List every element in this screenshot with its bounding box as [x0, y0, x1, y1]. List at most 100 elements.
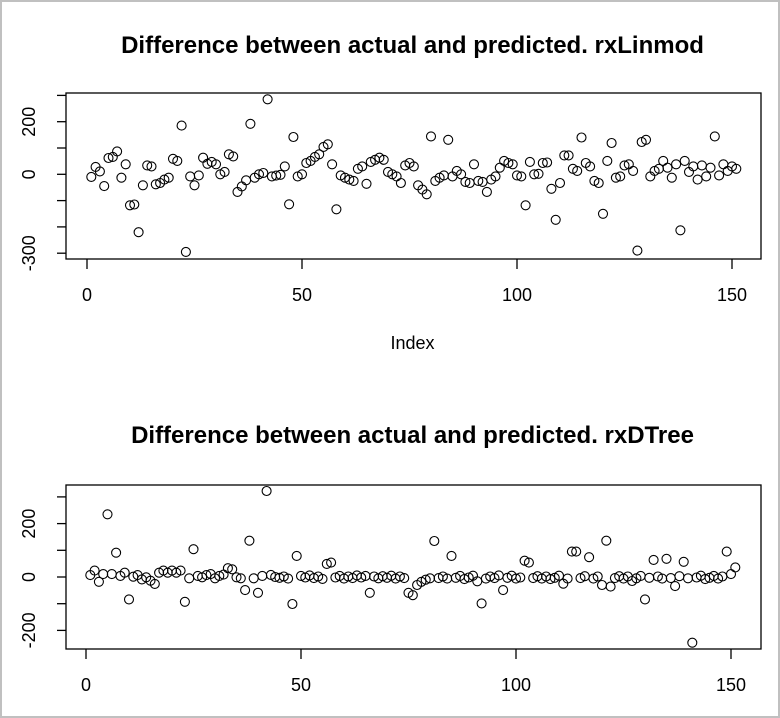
data-point	[180, 246, 191, 257]
x-tick-label: 100	[501, 675, 531, 695]
data-point	[111, 547, 122, 558]
data-point	[228, 151, 239, 162]
data-point	[248, 573, 259, 584]
data-point	[116, 172, 127, 183]
data-point	[198, 152, 209, 163]
data-point	[610, 172, 621, 183]
x-tick-label: 0	[81, 675, 91, 695]
data-point	[399, 573, 410, 584]
data-point	[679, 155, 690, 166]
data-point	[408, 161, 419, 172]
data-point	[463, 572, 474, 583]
data-point	[515, 572, 526, 583]
data-point	[520, 200, 531, 211]
data-point	[184, 573, 195, 584]
data-point	[322, 139, 333, 150]
data-point	[468, 159, 480, 170]
data-point	[639, 594, 651, 605]
data-point	[231, 572, 242, 583]
data-point	[701, 171, 712, 182]
data-point	[240, 585, 251, 596]
data-point	[682, 573, 694, 584]
data-point	[494, 162, 505, 173]
data-point	[687, 637, 698, 648]
data-point	[89, 565, 100, 576]
data-point	[257, 570, 268, 581]
data-point	[176, 120, 187, 131]
data-point	[592, 571, 603, 582]
y-tick-label: 200	[19, 509, 39, 539]
data-point	[185, 171, 196, 182]
data-point	[524, 156, 535, 167]
data-point	[596, 579, 608, 591]
data-point	[253, 169, 265, 180]
data-point	[129, 199, 140, 210]
data-point	[288, 131, 299, 143]
plot-panel-rxdtree: 0 50 100 150 200 0 -200	[19, 484, 762, 695]
data-point	[150, 179, 161, 190]
data-point	[326, 557, 337, 568]
data-point	[163, 172, 174, 183]
data-point	[481, 186, 492, 197]
data-point	[98, 569, 109, 580]
data-point	[106, 569, 117, 580]
data-point	[421, 189, 432, 200]
x-axis-label-index: Index	[390, 333, 435, 353]
data-point	[648, 554, 659, 565]
data-point	[705, 162, 716, 173]
data-point	[356, 572, 367, 583]
data-point	[585, 161, 596, 172]
data-point	[476, 598, 487, 609]
data-point	[137, 180, 148, 191]
y-tick-label: 200	[19, 107, 39, 137]
data-point	[545, 574, 556, 585]
data-point	[662, 162, 673, 173]
data-point	[459, 574, 470, 585]
data-point	[175, 565, 186, 576]
data-point	[529, 169, 540, 180]
data-point	[675, 225, 686, 236]
x-tick-label: 150	[716, 675, 746, 695]
data-point	[498, 585, 509, 596]
data-point	[473, 175, 484, 186]
data-point	[692, 174, 703, 185]
y-tick-label: -200	[19, 612, 39, 648]
data-point	[149, 578, 160, 589]
data-point	[364, 587, 375, 598]
data-point	[120, 159, 131, 170]
data-point	[714, 170, 725, 181]
data-point	[456, 169, 467, 180]
data-point	[189, 180, 200, 191]
data-point	[559, 150, 570, 161]
data-point	[696, 160, 707, 171]
data-point	[252, 587, 264, 598]
data-point	[188, 544, 199, 555]
data-point	[348, 175, 359, 186]
data-point	[563, 150, 574, 161]
data-point	[571, 546, 582, 557]
data-point	[678, 556, 689, 567]
x-tick-label: 50	[291, 675, 311, 695]
data-point	[628, 165, 639, 176]
data-point	[321, 558, 332, 569]
data-point	[640, 134, 652, 145]
plot-box	[65, 484, 762, 650]
data-point	[284, 199, 295, 210]
data-point	[446, 550, 457, 561]
y-tick-label: -300	[19, 235, 39, 271]
data-point	[86, 171, 97, 182]
data-point	[172, 155, 183, 166]
data-point	[258, 167, 269, 179]
data-point	[361, 178, 372, 189]
data-point	[123, 594, 135, 605]
data-point	[721, 546, 732, 557]
data-point	[331, 204, 342, 215]
data-point	[179, 596, 190, 607]
data-point	[661, 553, 672, 564]
x-tick-label: 150	[717, 285, 747, 305]
data-point	[193, 170, 204, 181]
data-point	[245, 118, 256, 129]
data-point	[601, 535, 612, 546]
data-point	[546, 183, 557, 194]
